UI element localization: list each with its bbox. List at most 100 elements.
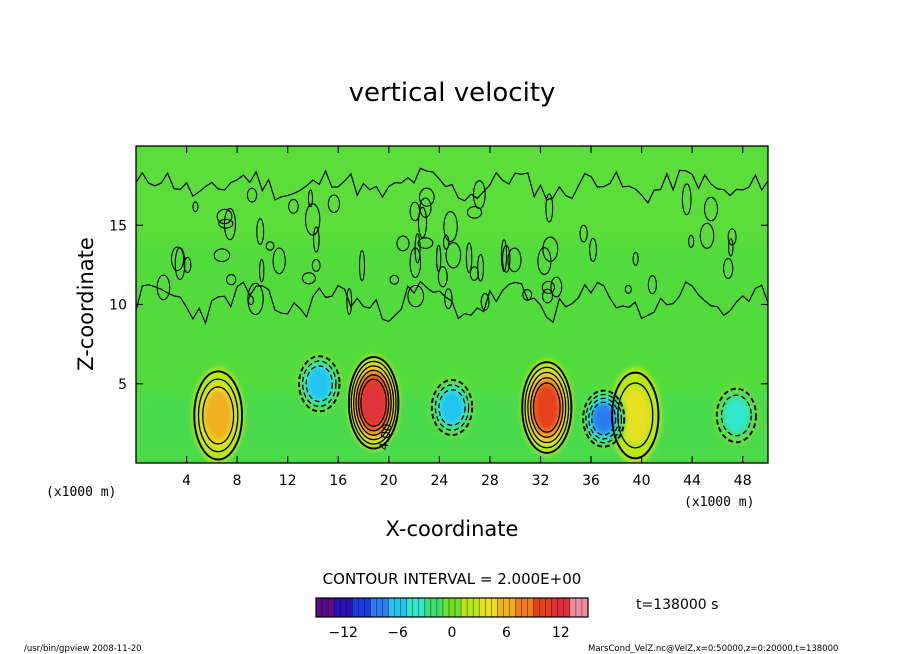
colorbar-cell: [479, 598, 486, 617]
turbulence-contour: [307, 189, 314, 208]
turbulence-contour: [688, 234, 695, 248]
turbulence-contour: [418, 187, 435, 207]
turbulence-contour: [632, 251, 639, 266]
plot-area: [136, 146, 768, 463]
contour-2-1: [521, 361, 573, 454]
x-tick-label: 24: [430, 473, 448, 489]
turbulence-contour: [288, 199, 299, 214]
colorbar-cell: [461, 598, 468, 617]
colorbar-tick-label: −12: [328, 625, 358, 641]
contour-4-3: [305, 365, 333, 403]
turbulence-contour: [247, 282, 264, 316]
turbulence-contour: [174, 247, 186, 280]
turbulence-contour: [469, 266, 479, 281]
turbulence-contour: [541, 288, 554, 304]
turbulence-contour: [218, 218, 234, 229]
turbulence-contour: [327, 194, 341, 214]
colorbar-cell: [382, 598, 389, 617]
x-unit-right: (x1000 m): [684, 495, 754, 510]
colorbar-cell: [527, 598, 534, 617]
colorbar-cell: [515, 598, 522, 617]
y-tick-label: 10: [109, 298, 127, 314]
turbulence-contour: [311, 258, 321, 272]
turbulence-contour: [358, 249, 366, 282]
colorbar-cell: [503, 598, 510, 617]
turbulence-contour: [465, 242, 473, 274]
turbulence-contour: [247, 295, 255, 306]
colorbar-cell: [328, 598, 335, 617]
turbulence-contour: [579, 224, 588, 243]
turbulence-contour: [550, 276, 563, 298]
turbulence-contour: [624, 284, 632, 294]
contour-lines: [136, 167, 768, 461]
turbulence-contour: [223, 208, 237, 241]
x-tick-label: 28: [481, 473, 499, 489]
colorbar-cell: [575, 598, 583, 617]
turbulence-contour: [542, 236, 559, 262]
field-level-3-2: [620, 388, 651, 443]
contour-1-2: [350, 360, 397, 445]
colorbar-cell: [509, 598, 516, 617]
turbulence-contour: [507, 247, 522, 273]
contour-6-3: [588, 397, 620, 440]
turbulence-contour: [444, 288, 453, 310]
upper-band: [136, 146, 768, 242]
turbulence-contour: [346, 287, 353, 315]
colorbar-ticks: −12 −6 0 6 12: [328, 625, 569, 641]
contour-5-3: [438, 389, 466, 426]
turbulence-contour: [265, 241, 275, 251]
turbulence-contour: [256, 218, 265, 245]
turbulence-contour: [541, 280, 555, 294]
footer-right: MarsCond_VelZ.nc@VelZ,x=0:50000,z=0:2000…: [588, 644, 838, 654]
field-level-5-3: [440, 392, 464, 423]
colorbar-cell: [497, 598, 504, 617]
colorbar-cell: [358, 598, 365, 617]
turbulence-contour: [170, 246, 185, 272]
colorbar-cell: [394, 598, 401, 617]
colorbar-cell: [569, 598, 577, 617]
turbulence-contour: [480, 292, 490, 311]
contour-1-3: [353, 365, 395, 441]
turbulence-contour: [537, 247, 552, 276]
colorbar-cell: [473, 598, 480, 617]
turbulence-contour: [442, 234, 450, 250]
field-level-7-2: [723, 398, 749, 433]
colorbar-cell: [551, 598, 559, 617]
upper-contour-line: [136, 167, 768, 205]
contour-1-6: [360, 378, 388, 427]
x-axis-label: X-coordinate: [386, 517, 519, 541]
turbulence-contour: [225, 274, 237, 286]
contour-label-4: 4.00: [376, 422, 394, 451]
colorbar-cell: [352, 598, 359, 617]
turbulence-contour: [727, 228, 737, 246]
colorbar: [315, 597, 589, 618]
colorbar-cell: [491, 598, 498, 617]
contour-1-1: [347, 355, 400, 450]
contour-6-1: [582, 389, 626, 448]
turbulence-contour: [728, 238, 734, 257]
turbulence-contour: [407, 284, 425, 308]
x-tick-label: 8: [233, 473, 242, 489]
turbulence-contour: [445, 242, 462, 269]
colorbar-cell: [370, 598, 377, 617]
turbulence-contour: [396, 235, 410, 252]
turbulence-contour: [589, 237, 597, 262]
contour-2-5: [532, 382, 561, 433]
turbulence-contour: [419, 197, 432, 218]
colorbar-cell: [376, 598, 383, 617]
mid-contour-line: [136, 280, 768, 326]
turbulence-contour: [647, 275, 657, 295]
contour-interval-text: CONTOUR INTERVAL = 2.000E+00: [323, 570, 582, 588]
turbulence-contour: [301, 272, 316, 285]
contour-0-1: [193, 370, 244, 461]
colorbar-cell: [467, 598, 474, 617]
x-tick-label: 4: [182, 473, 191, 489]
contour-7-2: [720, 394, 752, 437]
x-unit-left: (x1000 m): [46, 485, 116, 500]
turbulence-contour: [272, 247, 286, 275]
turbulence-contour: [722, 257, 734, 279]
colorbar-tick-label: −6: [387, 625, 408, 641]
y-tick-label: 15: [109, 218, 127, 234]
colorbar-cell: [455, 598, 462, 617]
field-level-6-4: [593, 404, 615, 434]
